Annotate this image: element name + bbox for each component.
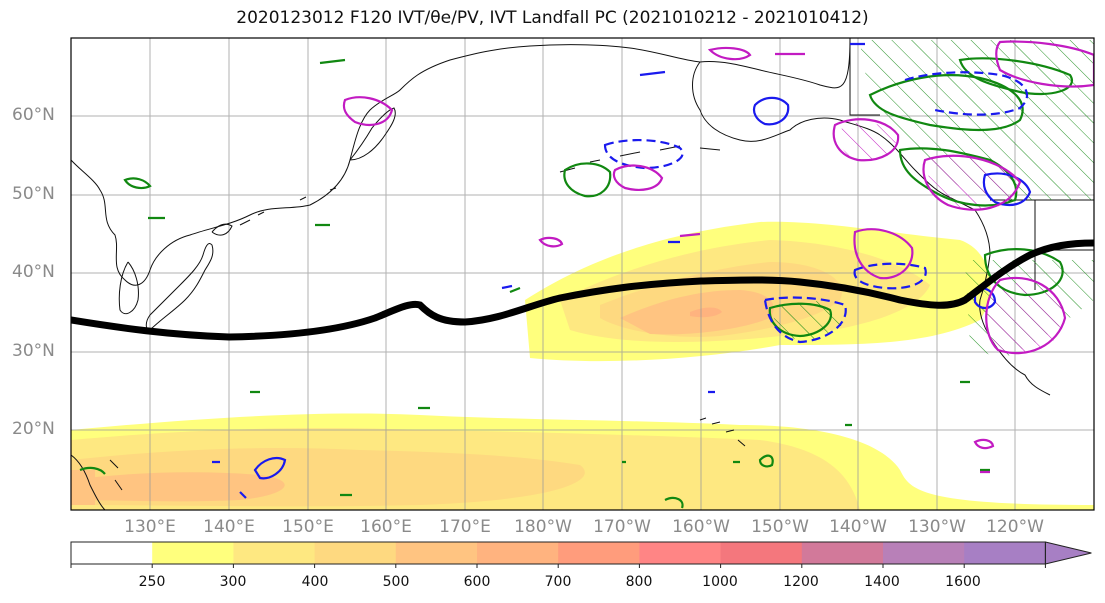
colorbar-tick-1000: 1000 — [702, 574, 738, 590]
lon-label-120w: 120°W — [986, 517, 1044, 537]
colorbar-tick-800: 800 — [625, 574, 653, 590]
colorbar-tick-250: 250 — [138, 574, 166, 590]
colorbar-extend-arrow — [1044, 541, 1092, 565]
colorbar-segment — [152, 542, 234, 564]
colorbar-tick-600: 600 — [463, 574, 491, 590]
lon-label-130e: 130°E — [124, 517, 176, 537]
lon-label-160e: 160°E — [360, 517, 412, 537]
lat-label-30n: 30°N — [12, 341, 55, 361]
colorbar-segment — [558, 542, 640, 564]
lon-label-140w: 140°W — [829, 517, 887, 537]
lat-label-60n: 60°N — [12, 105, 55, 125]
colorbar-segment — [314, 542, 397, 564]
colorbar-tick-1600: 1600 — [945, 574, 981, 590]
colorbar-segment — [477, 542, 559, 564]
colorbar-segment — [233, 542, 316, 564]
colorbar-tick-400: 400 — [301, 574, 329, 590]
magenta-contours — [342, 40, 1094, 474]
hatched-regions — [770, 40, 1094, 360]
colorbar-tick-500: 500 — [382, 574, 410, 590]
jet-axis-line — [71, 239, 1094, 341]
colorbar-segment — [395, 542, 478, 564]
lon-label-130w: 130°W — [908, 517, 966, 537]
lat-label-20n: 20°N — [12, 419, 55, 439]
lon-label-170e: 170°E — [439, 517, 491, 537]
colorbar-segment — [720, 542, 803, 564]
colorbar-segment — [801, 542, 884, 564]
lon-label-150w: 150°W — [751, 517, 809, 537]
ivt-band-south — [71, 413, 1094, 510]
colorbar — [70, 541, 1092, 568]
colorbar-tick-300: 300 — [219, 574, 247, 590]
lat-label-50n: 50°N — [12, 184, 55, 204]
colorbar-tick-1200: 1200 — [783, 574, 819, 590]
colorbar-segment — [639, 542, 722, 564]
lon-label-150e: 150°E — [282, 517, 334, 537]
map-frame — [70, 37, 1095, 511]
colorbar-tick-1400: 1400 — [864, 574, 900, 590]
blue-contours — [212, 42, 1032, 499]
map-title: 2020123012 F120 IVT/θe/PV, IVT Landfall … — [236, 8, 869, 28]
lon-label-170w: 170°W — [593, 517, 651, 537]
colorbar-segment — [964, 542, 1046, 564]
colorbar-segment — [71, 542, 153, 564]
colorbar-tick-700: 700 — [544, 574, 572, 590]
lon-label-180w: 180°W — [514, 517, 572, 537]
lon-label-160w: 160°W — [672, 517, 730, 537]
lat-label-40n: 40°N — [12, 262, 55, 282]
colorbar-segment — [883, 542, 965, 564]
lon-label-140e: 140°E — [203, 517, 255, 537]
